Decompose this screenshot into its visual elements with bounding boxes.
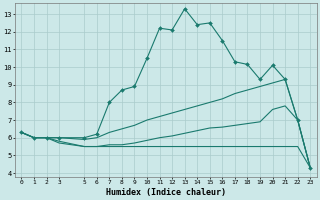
X-axis label: Humidex (Indice chaleur): Humidex (Indice chaleur) <box>106 188 226 197</box>
